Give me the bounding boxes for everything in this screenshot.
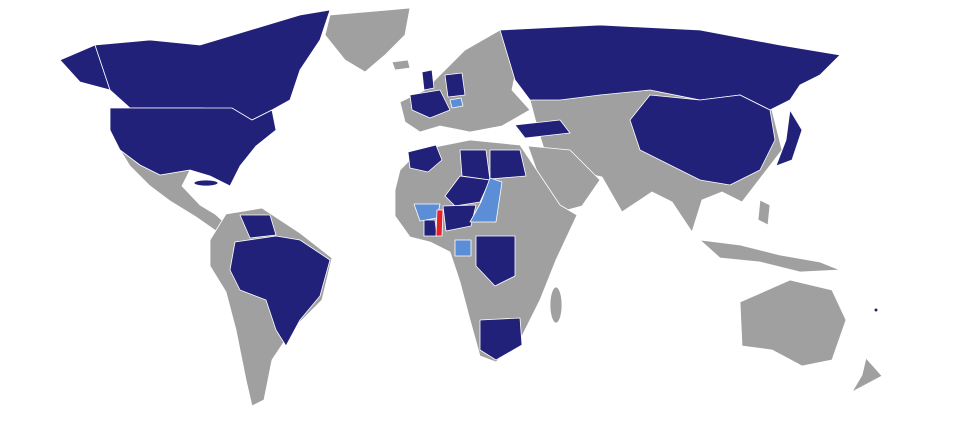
gabon-congo <box>454 239 472 257</box>
venezuela <box>239 214 277 239</box>
australia <box>739 279 847 367</box>
brazil <box>229 235 331 347</box>
turkey <box>514 119 571 139</box>
ghana <box>423 219 438 237</box>
dr-congo <box>475 235 516 287</box>
chad <box>469 177 503 223</box>
germany <box>444 72 466 98</box>
iceland <box>391 59 411 71</box>
japan <box>775 109 803 167</box>
accredited-countries <box>413 97 503 257</box>
embassy-countries <box>59 9 879 361</box>
benin <box>435 209 444 237</box>
home-country <box>435 209 444 237</box>
france <box>409 89 451 119</box>
united-kingdom <box>421 69 435 91</box>
italy <box>449 97 464 109</box>
libya <box>459 149 491 181</box>
egypt <box>489 149 527 180</box>
island-embassy <box>873 307 879 313</box>
indonesia <box>699 239 841 273</box>
china <box>629 94 776 186</box>
philippines <box>757 199 771 226</box>
morocco <box>407 144 443 173</box>
new-zealand <box>851 357 883 393</box>
greenland <box>324 7 411 73</box>
cuba <box>193 179 219 187</box>
madagascar <box>549 286 563 324</box>
niger <box>444 175 491 207</box>
canada <box>94 9 331 121</box>
nigeria <box>442 204 477 232</box>
south-africa <box>479 317 523 361</box>
united-states <box>109 107 277 187</box>
